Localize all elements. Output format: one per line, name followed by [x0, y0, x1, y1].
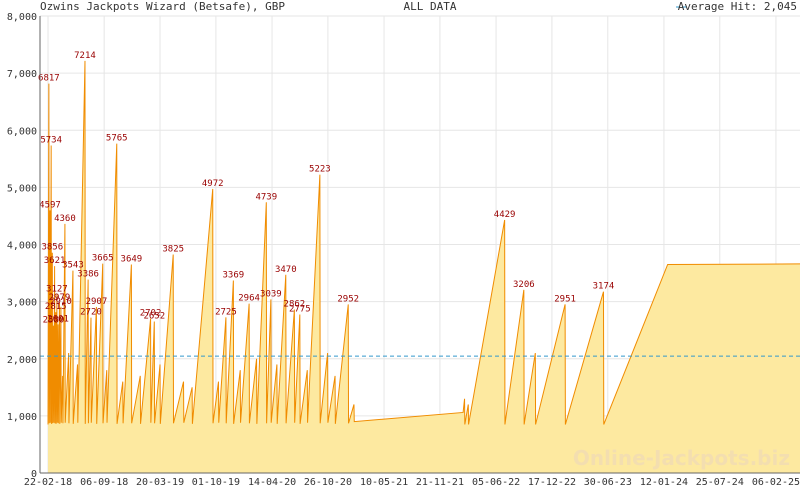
- x-tick-label: 05-06-22: [472, 477, 520, 488]
- x-tick-label: 14-04-20: [248, 477, 296, 488]
- x-tick-label: 06-02-25: [752, 477, 800, 488]
- x-tick-label: 30-06-23: [584, 477, 632, 488]
- y-tick-label: 1,000: [7, 412, 37, 423]
- labels: 0 1,000 2,000 3,000 4,000 5,000 6,000 7,000 8,00…: [7, 6, 800, 488]
- value-label: 3039: [260, 289, 282, 299]
- value-label: 3369: [223, 271, 245, 281]
- value-label: 3127: [46, 284, 68, 294]
- value-label: 3386: [77, 270, 99, 280]
- y-tick-label: 5,000: [7, 183, 37, 194]
- value-label: 3825: [162, 244, 184, 254]
- value-label: 2702: [140, 309, 162, 319]
- x-tick-label: 21-11-21: [416, 477, 464, 488]
- chart-title: Ozwins Jackpots Wizard (Betsafe), GBP: [40, 0, 285, 13]
- value-label: 2725: [215, 307, 237, 317]
- value-label: 2720: [80, 308, 102, 318]
- value-label: 3470: [275, 265, 297, 275]
- x-tick-label: 17-12-22: [528, 477, 576, 488]
- value-label: 2815: [45, 302, 67, 312]
- value-label: 3174: [593, 282, 615, 292]
- value-label: 3206: [513, 280, 535, 290]
- y-tick-label: 2,000: [7, 355, 37, 366]
- value-label: 5765: [106, 134, 128, 144]
- x-tick-label: 06-09-18: [80, 477, 128, 488]
- y-tick-label: 0: [31, 469, 37, 480]
- y-tick-label: 8,000: [7, 12, 37, 23]
- x-tick-label: 10-05-21: [360, 477, 408, 488]
- x-tick-label: 12-01-24: [640, 477, 688, 488]
- x-tick-label: 01-10-19: [192, 477, 240, 488]
- value-label: 5734: [40, 135, 62, 145]
- value-label: 2964: [238, 294, 260, 304]
- x-tick-label: 20-03-19: [136, 477, 184, 488]
- value-label: 2907: [86, 297, 108, 307]
- value-label: 2951: [554, 294, 576, 304]
- value-label: 3621: [44, 256, 66, 266]
- value-label: 4972: [202, 179, 224, 189]
- value-label: 3856: [41, 243, 63, 253]
- y-tick-label: 4,000: [7, 241, 37, 252]
- chart-subtitle: ALL DATA: [404, 0, 457, 13]
- value-label: 5223: [309, 165, 331, 175]
- line: [47, 60, 800, 425]
- value-label: 4360: [54, 214, 76, 224]
- value-label: 2580: [43, 316, 65, 326]
- value-label: 4739: [255, 192, 277, 202]
- value-label: 4429: [494, 210, 516, 220]
- plot: [40, 60, 800, 474]
- y-tick-label: 3,000: [7, 298, 37, 309]
- x-tick-label: 26-10-20: [304, 477, 352, 488]
- x-tick-label: 25-07-24: [696, 477, 744, 488]
- value-label: 3543: [62, 261, 84, 271]
- value-label: 2775: [289, 304, 311, 314]
- watermark: Online-Jackpots.biz: [573, 446, 790, 470]
- x-tick-label: 22-02-18: [24, 477, 72, 488]
- value-label: 2952: [337, 294, 359, 304]
- value-label: 3649: [121, 255, 143, 265]
- value-label: 3665: [92, 254, 114, 264]
- y-tick-label: 6,000: [7, 126, 37, 137]
- value-label: 2862: [284, 300, 306, 310]
- value-label: 2652: [143, 312, 165, 322]
- value-label: 2601: [47, 314, 69, 324]
- value-label: 6817: [38, 74, 60, 84]
- area: [48, 60, 800, 474]
- value-label: 4597: [39, 200, 61, 210]
- y-tick-label: 7,000: [7, 69, 37, 80]
- value-label: 7214: [74, 51, 96, 61]
- legend-average: Average Hit: 2,045: [678, 0, 797, 13]
- value-label: 2910: [50, 297, 72, 307]
- value-label: 2979: [49, 293, 71, 303]
